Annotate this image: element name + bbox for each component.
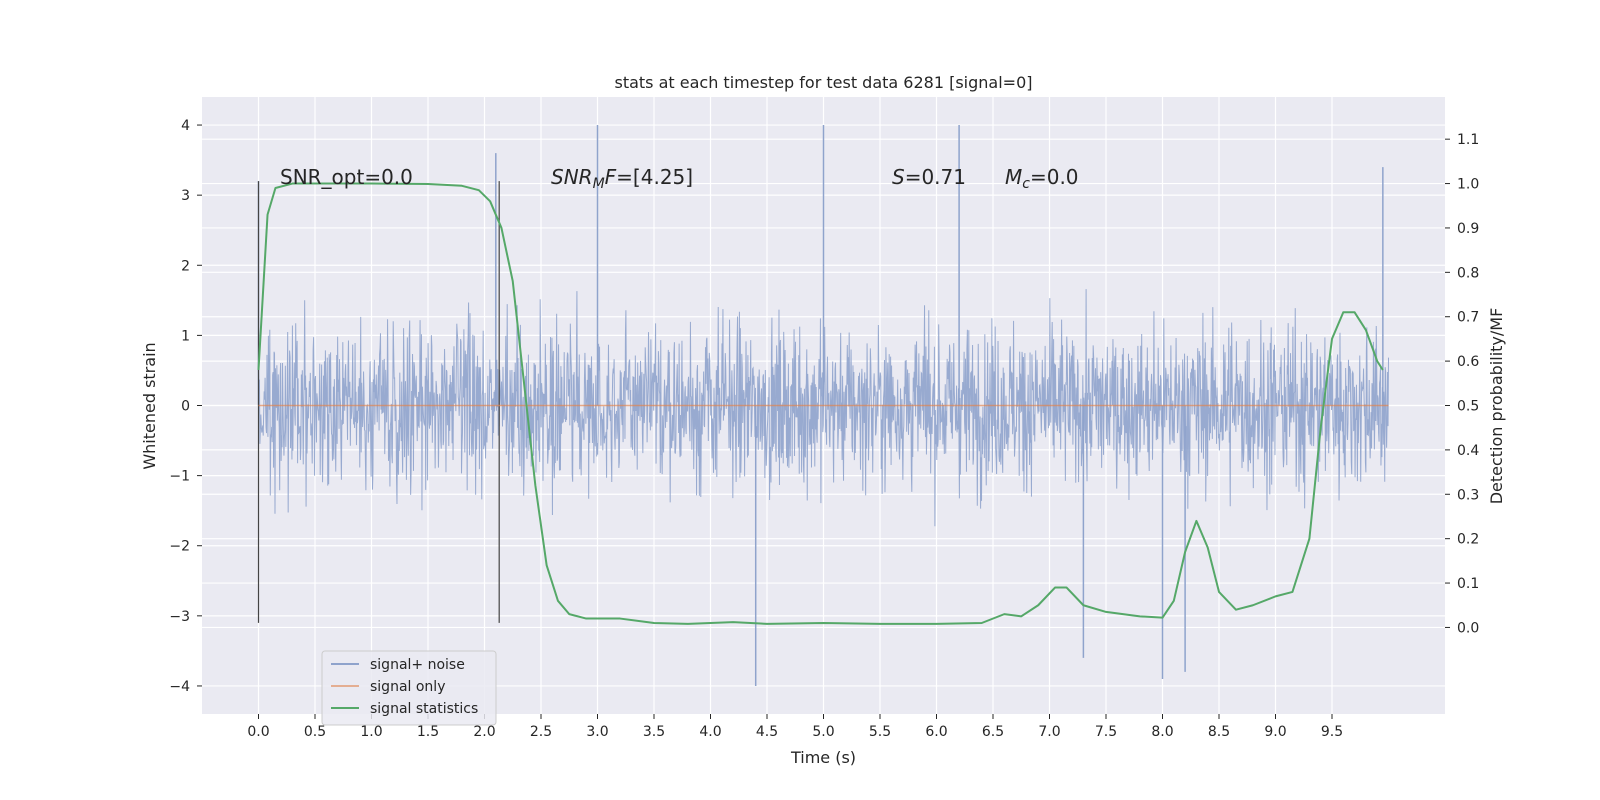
y-tick-label: 4	[181, 118, 190, 134]
chart-title: stats at each timestep for test data 628…	[614, 73, 1032, 92]
legend: signal+ noise signal only signal statist…	[321, 650, 497, 726]
x-tick-label: 4.5	[756, 724, 778, 740]
x-axis-ticks: 0.0 0.5 1.0 1.5 2.0 2.5 3.0 3.5 4.0 4.5 5.0 5.5 6.0 6…	[247, 714, 1343, 740]
signal-statistics-series	[257, 182, 1384, 625]
y2-tick-label: 0.0	[1457, 620, 1479, 636]
x-tick-label: 9.0	[1264, 724, 1286, 740]
x-tick-label: 3.0	[586, 724, 608, 740]
x-tick-label: 1.0	[360, 724, 382, 740]
y2-tick-label: 0.2	[1457, 532, 1479, 548]
y2-tick-label: 0.9	[1457, 221, 1479, 237]
x-tick-label: 3.5	[643, 724, 665, 740]
y-tick-label: −1	[169, 469, 190, 485]
y2-tick-label: 0.5	[1457, 399, 1479, 415]
x-tick-label: 7.5	[1095, 724, 1117, 740]
y2-tick-label: 0.4	[1457, 443, 1479, 459]
x-tick-label: 6.0	[925, 724, 947, 740]
y2-tick-label: 0.6	[1457, 354, 1479, 370]
annotation-s: S=0.71	[892, 165, 966, 189]
y2-tick-label: 0.8	[1457, 265, 1479, 281]
y2-axis-ticks: 1.1 1.0 0.9 0.8 0.7 0.6 0.5 0.4 0.3 0.2 0.1 0.0	[1445, 132, 1479, 636]
x-tick-label: 2.0	[473, 724, 495, 740]
annotation-snr-mf: SNRMF=[4.25]	[551, 165, 693, 192]
y-tick-label: −3	[169, 609, 190, 625]
y-tick-label: −4	[169, 679, 190, 695]
y-axis-ticks: 4 3 2 1 0 −1 −2 −3 −4	[169, 118, 202, 695]
y2-tick-label: 1.1	[1457, 132, 1479, 148]
x-tick-label: 7.0	[1038, 724, 1060, 740]
y2-tick-label: 1.0	[1457, 177, 1479, 193]
x-tick-label: 5.5	[869, 724, 891, 740]
x-tick-label: 0.5	[304, 724, 326, 740]
x-axis-label: Time (s)	[790, 748, 856, 767]
legend-label-noise: signal+ noise	[370, 657, 465, 673]
y2-tick-label: 0.3	[1457, 487, 1479, 503]
y-axis-label: Whitened strain	[140, 342, 159, 469]
x-tick-label: 9.5	[1321, 724, 1343, 740]
signal-statistics-line	[257, 182, 1384, 625]
vertical-markers	[257, 181, 500, 623]
y-tick-label: 2	[181, 258, 190, 274]
y-tick-label: 1	[181, 328, 190, 344]
legend-label-signal: signal only	[370, 679, 445, 695]
y2-tick-label: 0.1	[1457, 576, 1479, 592]
legend-label-stats: signal statistics	[370, 701, 478, 717]
legend-box	[321, 650, 497, 726]
y-tick-label: 3	[181, 188, 190, 204]
annotation-snr-opt: SNR_opt=0.0	[280, 165, 413, 189]
x-tick-label: 2.5	[530, 724, 552, 740]
x-tick-label: 6.5	[982, 724, 1004, 740]
annotation-mc: Mc=0.0	[1005, 165, 1079, 192]
x-tick-label: 0.0	[247, 724, 269, 740]
y-tick-label: −2	[169, 539, 190, 555]
x-tick-label: 5.0	[812, 724, 834, 740]
x-tick-label: 8.5	[1208, 724, 1230, 740]
y-tick-label: 0	[181, 399, 190, 415]
x-tick-label: 8.0	[1151, 724, 1173, 740]
x-tick-label: 4.0	[699, 724, 721, 740]
y2-axis-label: Detection probability/MF	[1487, 308, 1506, 505]
x-tick-label: 1.5	[417, 724, 439, 740]
y2-tick-label: 0.7	[1457, 310, 1479, 326]
